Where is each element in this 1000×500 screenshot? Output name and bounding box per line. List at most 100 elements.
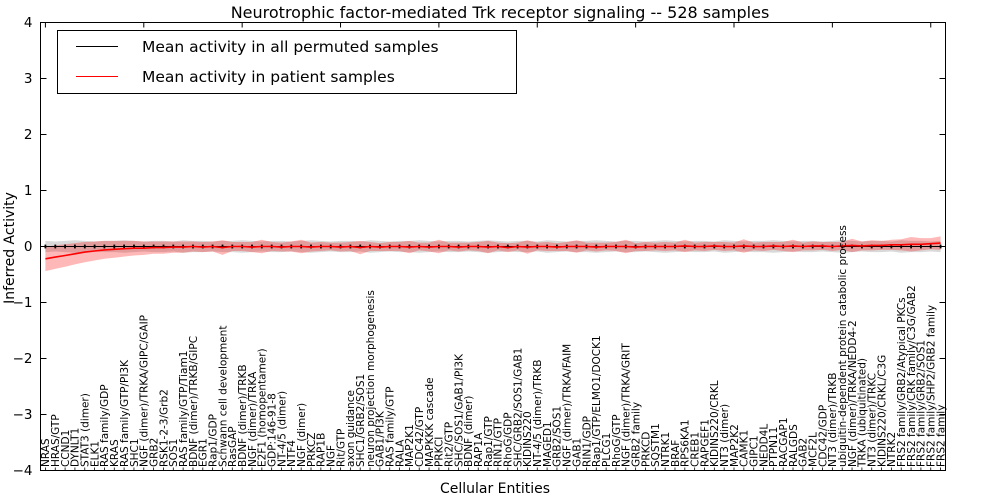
y-tick-label: 3: [24, 71, 33, 87]
x-tick-label: RIN1/GTP: [493, 418, 505, 467]
x-tick-label: GRB2: [148, 438, 160, 467]
x-tick-label: SHC1: [129, 438, 141, 467]
permuted-marker: [83, 244, 86, 249]
x-tick-label: SHC1/GRB2/SOS1: [355, 374, 367, 467]
x-tick-label: RasGAP: [227, 426, 239, 467]
x-tick-label: NT3 (dimer): [719, 404, 731, 467]
x-tick-label: NTRK2: [886, 432, 898, 467]
x-tick-label: KIDINS220/CRKL: [709, 380, 721, 467]
x-tick-label: Rap1/GTP: [483, 416, 495, 467]
x-tick-label: MAP2K2: [729, 424, 741, 467]
chart-title: Neurotrophic factor-mediated Trk recepto…: [230, 3, 770, 22]
y-tick-label: −3: [13, 407, 33, 423]
patient-line-swatch: [76, 76, 118, 77]
x-tick-label: ELK1: [89, 441, 101, 467]
x-tick-label: TRKA (ubiquitinated): [857, 358, 869, 468]
x-tick-label: BDNF (dimer)/TRKB: [237, 364, 249, 467]
x-tick-label: MCF2L: [808, 432, 820, 467]
x-tick-label: GRB2/SOS1: [552, 406, 564, 467]
x-tick-label: RSK1-2-3/Grb2: [158, 389, 170, 467]
x-tick-label: PRKCI: [434, 437, 446, 467]
x-tick-label: HRAS/GTP: [50, 414, 62, 467]
x-tick-label: RAS family/GTP: [385, 386, 397, 467]
x-tick-label: ubiquitin-dependent protein catabolic pr…: [837, 225, 849, 467]
x-tick-label: GDP:146-91-8: [267, 393, 279, 467]
x-tick-label: MAP2K1: [404, 424, 416, 467]
x-tick-label: NEDD4L: [758, 424, 770, 467]
x-tick-label: FRS2 family/GRB2/SOS1: [916, 340, 928, 467]
x-tick-label: NT-4/5 (dimer)/TRKB: [532, 360, 544, 467]
x-tick-label: NGF (dimer)/TRKA/FAIM: [562, 344, 574, 467]
y-axis-label: Inferred Activity: [2, 192, 18, 304]
x-tick-label: GAB2: [798, 438, 810, 467]
permuted-marker: [74, 244, 76, 249]
legend-label-patient: Mean activity in patient samples: [142, 67, 395, 86]
x-tick-label: FRS2 family/CRK family/C3G/GAB2: [906, 285, 918, 467]
x-tick-label: KRAS: [109, 439, 121, 467]
permuted-marker: [506, 244, 509, 249]
x-tick-label: BDNF (dimer)/TRKB/GIPC: [188, 336, 200, 467]
x-tick-label: NGF (dimer)/TRKA/GRIT: [621, 343, 633, 467]
x-tick-label: PRKCD: [640, 432, 652, 467]
x-tick-label: Rap1/GTP/ELMO1/DOCK1: [591, 335, 603, 467]
y-tick-label: 1: [24, 183, 33, 199]
x-tick-label: RAP1B: [316, 433, 328, 467]
x-tick-label: RAS family/GTP/PI3K: [119, 359, 131, 467]
x-tick-label: RAS family/GTP/Tiam1: [178, 351, 190, 467]
x-tick-label: RIN1/GDP: [581, 416, 593, 467]
y-tick-label: 2: [24, 127, 33, 143]
x-tick-label: RPS6KA1: [680, 419, 692, 467]
x-tick-label: neuron projection morphogenesis: [365, 290, 377, 467]
x-tick-label: RACGAP1: [778, 417, 790, 467]
permuted-marker: [54, 244, 57, 249]
x-axis-label: Cellular Entities: [439, 481, 551, 497]
legend-label-permuted: Mean activity in all permuted samples: [142, 37, 439, 56]
x-tick-label: RALGDS: [788, 424, 800, 467]
x-tick-label: MAGED1: [542, 421, 554, 467]
patient-band: [45, 236, 941, 272]
x-tick-label: CDC42/GDP: [817, 405, 829, 467]
x-tick-label: PRKCZ: [306, 433, 318, 467]
y-tick-label: 0: [24, 239, 33, 255]
permuted-marker: [113, 244, 116, 249]
x-tick-label: Rit/GTP: [335, 429, 347, 467]
x-tick-label: NGF (dimer)/TRKA/GIPC/GAIP: [139, 315, 151, 467]
x-tick-label: NRAS: [40, 438, 52, 467]
y-tick-label: 4: [24, 15, 33, 31]
x-tick-label: CDC42/GTP: [414, 407, 426, 467]
permuted-marker: [929, 244, 932, 249]
permuted-marker: [142, 244, 145, 249]
legend-item-patient: Mean activity in patient samples: [58, 62, 516, 91]
x-tick-label: NTRK1: [660, 432, 672, 467]
x-tick-label: SQSTM1: [650, 423, 662, 467]
x-tick-label: KIDINS220: [522, 411, 534, 467]
x-tick-label: NT3 (dimer)/TRKC: [867, 373, 879, 467]
x-tick-label: GIPC1: [749, 435, 761, 467]
permuted-marker: [123, 244, 125, 249]
x-tick-label: BRAF: [670, 440, 682, 467]
x-tick-label: BDNF (dimer): [463, 396, 475, 467]
x-tick-label: EGR1: [198, 438, 210, 467]
permuted-marker: [133, 244, 135, 249]
x-tick-label: E2F1 (homopentamer): [257, 348, 269, 467]
x-tick-label: NTF4: [286, 440, 298, 467]
y-tick-label: −4: [13, 463, 33, 479]
x-tick-label: FRS2 family/GRB2/Atypical PKCs: [896, 297, 908, 467]
permuted-marker: [900, 244, 903, 249]
x-tick-label: STAT3 (dimer): [80, 393, 92, 467]
permuted-marker: [359, 244, 362, 249]
x-tick-label: CAMK1: [739, 430, 751, 467]
x-tick-label: RAPGEF1: [699, 419, 711, 467]
permuted-marker: [44, 244, 47, 249]
x-tick-label: Rap1/GDP: [207, 414, 219, 467]
permuted-marker: [880, 244, 883, 249]
permuted-marker: [64, 244, 66, 249]
x-tick-label: PTPN11: [768, 427, 780, 467]
x-tick-label: RAP1A: [473, 432, 485, 467]
permuted-line-swatch: [76, 46, 118, 47]
x-tick-label: FRS2 family/SHP2/GRB2 family: [926, 305, 938, 467]
x-tick-label: NT3 (dimer)/TRKB: [827, 373, 839, 467]
x-tick-label: SHC/GRB2/SOS1/GAB1: [512, 348, 524, 467]
